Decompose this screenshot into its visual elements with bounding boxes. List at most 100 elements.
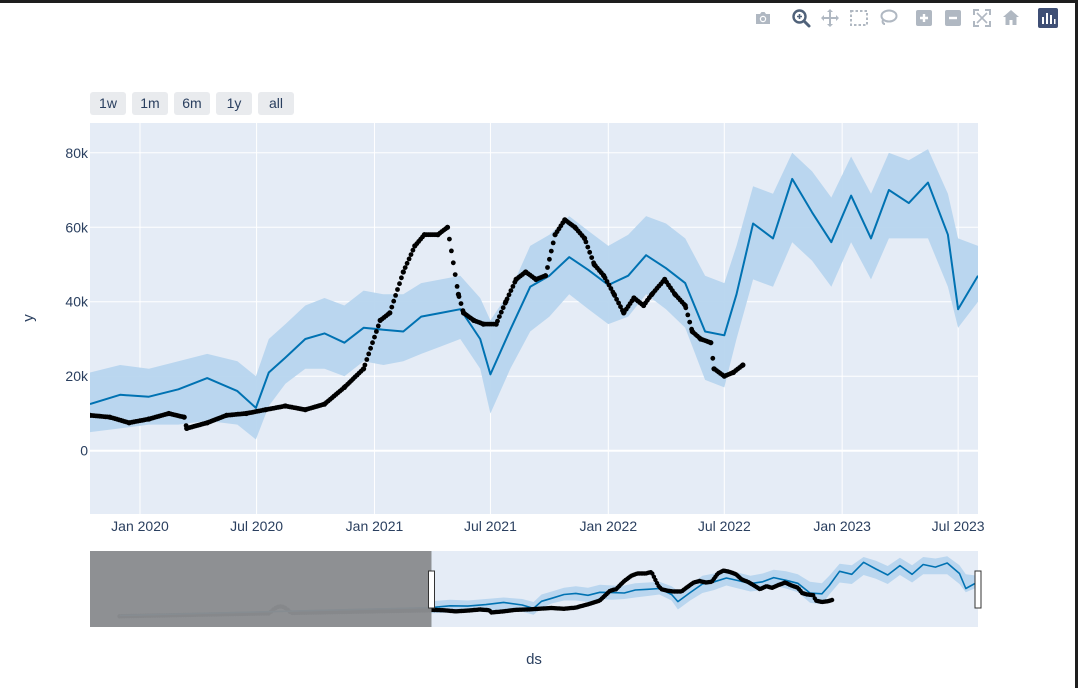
uncertainty-band [90, 149, 978, 440]
actual-point [710, 355, 716, 361]
x-tick-label: Jul 2020 [230, 518, 283, 534]
actual-point [612, 293, 618, 298]
actual-points [90, 217, 746, 431]
actual-point [452, 272, 458, 277]
range-slider[interactable] [90, 551, 982, 627]
actual-point [408, 252, 414, 257]
actual-point [406, 256, 412, 262]
range-slider-left-handle[interactable] [428, 570, 435, 609]
range-button-1y[interactable]: 1y [216, 92, 252, 115]
actual-point [543, 273, 548, 279]
actual-point [447, 236, 452, 242]
actual-point [497, 314, 502, 319]
x-axis-title: ds [526, 651, 542, 668]
actual-point [498, 309, 504, 315]
y-tick-label: 0 [80, 443, 88, 459]
camera-icon[interactable] [752, 7, 774, 29]
actual-point [508, 288, 514, 293]
actual-point [587, 249, 593, 255]
zoom-in-icon[interactable] [913, 7, 935, 29]
actual-point [370, 340, 375, 346]
actual-point [689, 326, 694, 332]
actual-point [606, 282, 612, 288]
svg-text:all: all [269, 95, 283, 111]
actual-point [404, 260, 410, 266]
actual-point [410, 247, 416, 253]
actual-point [458, 301, 464, 306]
actual-point [583, 239, 589, 245]
actual-point [683, 305, 689, 311]
autoscale-icon[interactable] [971, 7, 993, 29]
y-tick-label: 60k [65, 219, 89, 235]
actual-point [387, 310, 393, 316]
actual-point [547, 256, 552, 262]
actual-point [181, 414, 187, 420]
actual-point [602, 275, 608, 281]
x-tick-label: Jul 2021 [464, 518, 517, 534]
actual-point [548, 248, 554, 254]
forecast-line [90, 177, 978, 409]
actual-point [400, 269, 406, 275]
plotly-logo-icon[interactable] [1037, 7, 1059, 29]
x-tick-label: Jul 2022 [698, 518, 751, 534]
x-tick-label: Jul 2023 [932, 518, 985, 534]
actual-point [445, 224, 450, 230]
y-tick-label: 20k [65, 368, 89, 384]
range-button-6m[interactable]: 6m [174, 92, 210, 115]
actual-point [614, 296, 619, 302]
actual-point [604, 279, 610, 284]
window-frame-right [1075, 0, 1078, 688]
range-slider-right-handle[interactable] [974, 570, 982, 609]
actual-point [402, 265, 408, 270]
actual-point [589, 255, 595, 260]
x-tick-label: Jan 2021 [346, 518, 404, 534]
lasso-select-icon[interactable] [877, 7, 899, 29]
actual-point [506, 292, 512, 298]
x-tick-label: Jan 2022 [580, 518, 638, 534]
actual-point [550, 240, 556, 246]
svg-text:1w: 1w [99, 95, 118, 111]
actual-point [685, 312, 691, 318]
actual-point [616, 300, 621, 306]
range-slider-actual-point [829, 597, 835, 603]
actual-point [545, 265, 550, 270]
actual-point [502, 300, 508, 306]
zoom-icon[interactable] [790, 7, 812, 29]
zoom-out-icon[interactable] [942, 7, 964, 29]
actual-point [360, 367, 366, 372]
actual-point [585, 244, 591, 250]
reset-axes-icon[interactable] [1000, 7, 1022, 29]
actual-point [375, 323, 381, 329]
range-slider-mask [90, 551, 432, 627]
range-button-1w[interactable]: 1w [90, 92, 126, 115]
actual-point [510, 284, 516, 289]
actual-point [393, 293, 398, 298]
actual-point [500, 305, 506, 311]
actual-point [739, 363, 744, 369]
actual-point [456, 294, 462, 299]
box-select-icon[interactable] [848, 7, 870, 29]
modebar [752, 7, 1068, 29]
actual-point [372, 334, 377, 340]
actual-point [391, 298, 397, 304]
actual-point [364, 357, 370, 362]
y-tick-label: 80k [65, 145, 89, 161]
svg-text:1m: 1m [140, 95, 159, 111]
x-axis: Jan 2020 Jul 2020 Jan 2021 Jul 2021 Jan 2022… [111, 518, 985, 534]
actual-point [362, 362, 368, 368]
actual-point [450, 260, 456, 266]
range-button-all[interactable]: all [258, 92, 294, 115]
range-selector: 1w 1m 6m 1y all [90, 92, 294, 115]
actual-point [618, 304, 623, 310]
x-tick-label: Jan 2020 [111, 518, 169, 534]
svg-text:1y: 1y [227, 95, 242, 111]
y-tick-label: 40k [65, 294, 89, 310]
range-button-1m[interactable]: 1m [132, 92, 168, 115]
window-frame-top [0, 0, 1078, 3]
range-slider-forecast-line [431, 561, 978, 610]
actual-point [366, 351, 372, 357]
pan-icon[interactable] [819, 7, 841, 29]
actual-point [581, 235, 587, 241]
actual-point [368, 345, 373, 351]
actual-point [681, 301, 687, 307]
